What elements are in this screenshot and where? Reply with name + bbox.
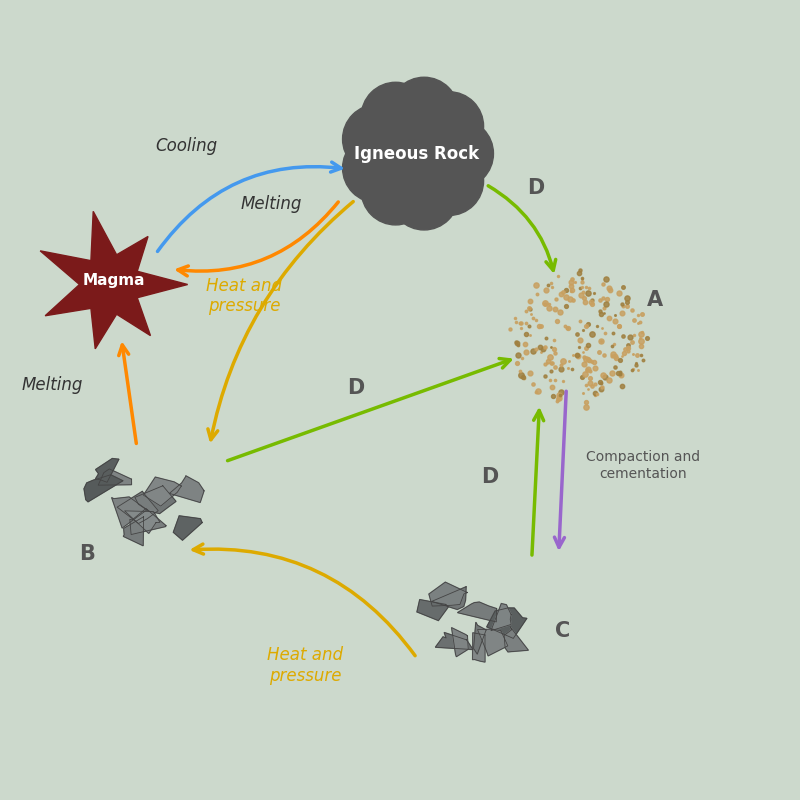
Text: Cooling: Cooling (155, 137, 218, 155)
Polygon shape (474, 622, 486, 654)
Polygon shape (135, 486, 176, 514)
Circle shape (370, 107, 462, 200)
Polygon shape (125, 511, 160, 534)
Text: C: C (555, 621, 570, 641)
Circle shape (342, 105, 412, 174)
Circle shape (342, 134, 412, 202)
Polygon shape (98, 469, 131, 485)
Polygon shape (143, 477, 182, 506)
Circle shape (425, 119, 494, 188)
Polygon shape (417, 599, 448, 621)
Text: D: D (527, 178, 544, 198)
Polygon shape (174, 516, 202, 540)
Text: B: B (79, 544, 94, 564)
Polygon shape (504, 627, 528, 652)
Polygon shape (170, 476, 204, 502)
Text: Compaction and
cementation: Compaction and cementation (586, 450, 700, 481)
Circle shape (414, 92, 483, 161)
Polygon shape (123, 517, 143, 546)
Polygon shape (40, 211, 188, 349)
Text: A: A (646, 290, 662, 310)
Polygon shape (451, 628, 468, 657)
Text: Igneous Rock: Igneous Rock (354, 145, 479, 162)
Text: Magma: Magma (82, 273, 145, 288)
Polygon shape (432, 586, 466, 610)
Text: D: D (481, 467, 498, 487)
Circle shape (390, 78, 458, 146)
Text: Heat and
pressure: Heat and pressure (206, 277, 282, 315)
Polygon shape (112, 497, 147, 528)
Text: D: D (346, 378, 364, 398)
Polygon shape (117, 491, 158, 523)
Polygon shape (84, 474, 123, 502)
Text: Melting: Melting (240, 194, 302, 213)
Polygon shape (491, 603, 511, 630)
Circle shape (390, 161, 458, 230)
Polygon shape (473, 633, 485, 662)
Polygon shape (435, 633, 473, 650)
Polygon shape (95, 458, 118, 482)
Polygon shape (478, 629, 508, 656)
Text: Heat and
pressure: Heat and pressure (267, 646, 343, 685)
Text: Melting: Melting (22, 375, 83, 394)
Circle shape (414, 146, 483, 215)
Polygon shape (458, 602, 497, 622)
Circle shape (361, 156, 430, 225)
Polygon shape (486, 608, 526, 638)
Polygon shape (429, 582, 467, 606)
Circle shape (361, 82, 430, 151)
Polygon shape (130, 509, 166, 534)
